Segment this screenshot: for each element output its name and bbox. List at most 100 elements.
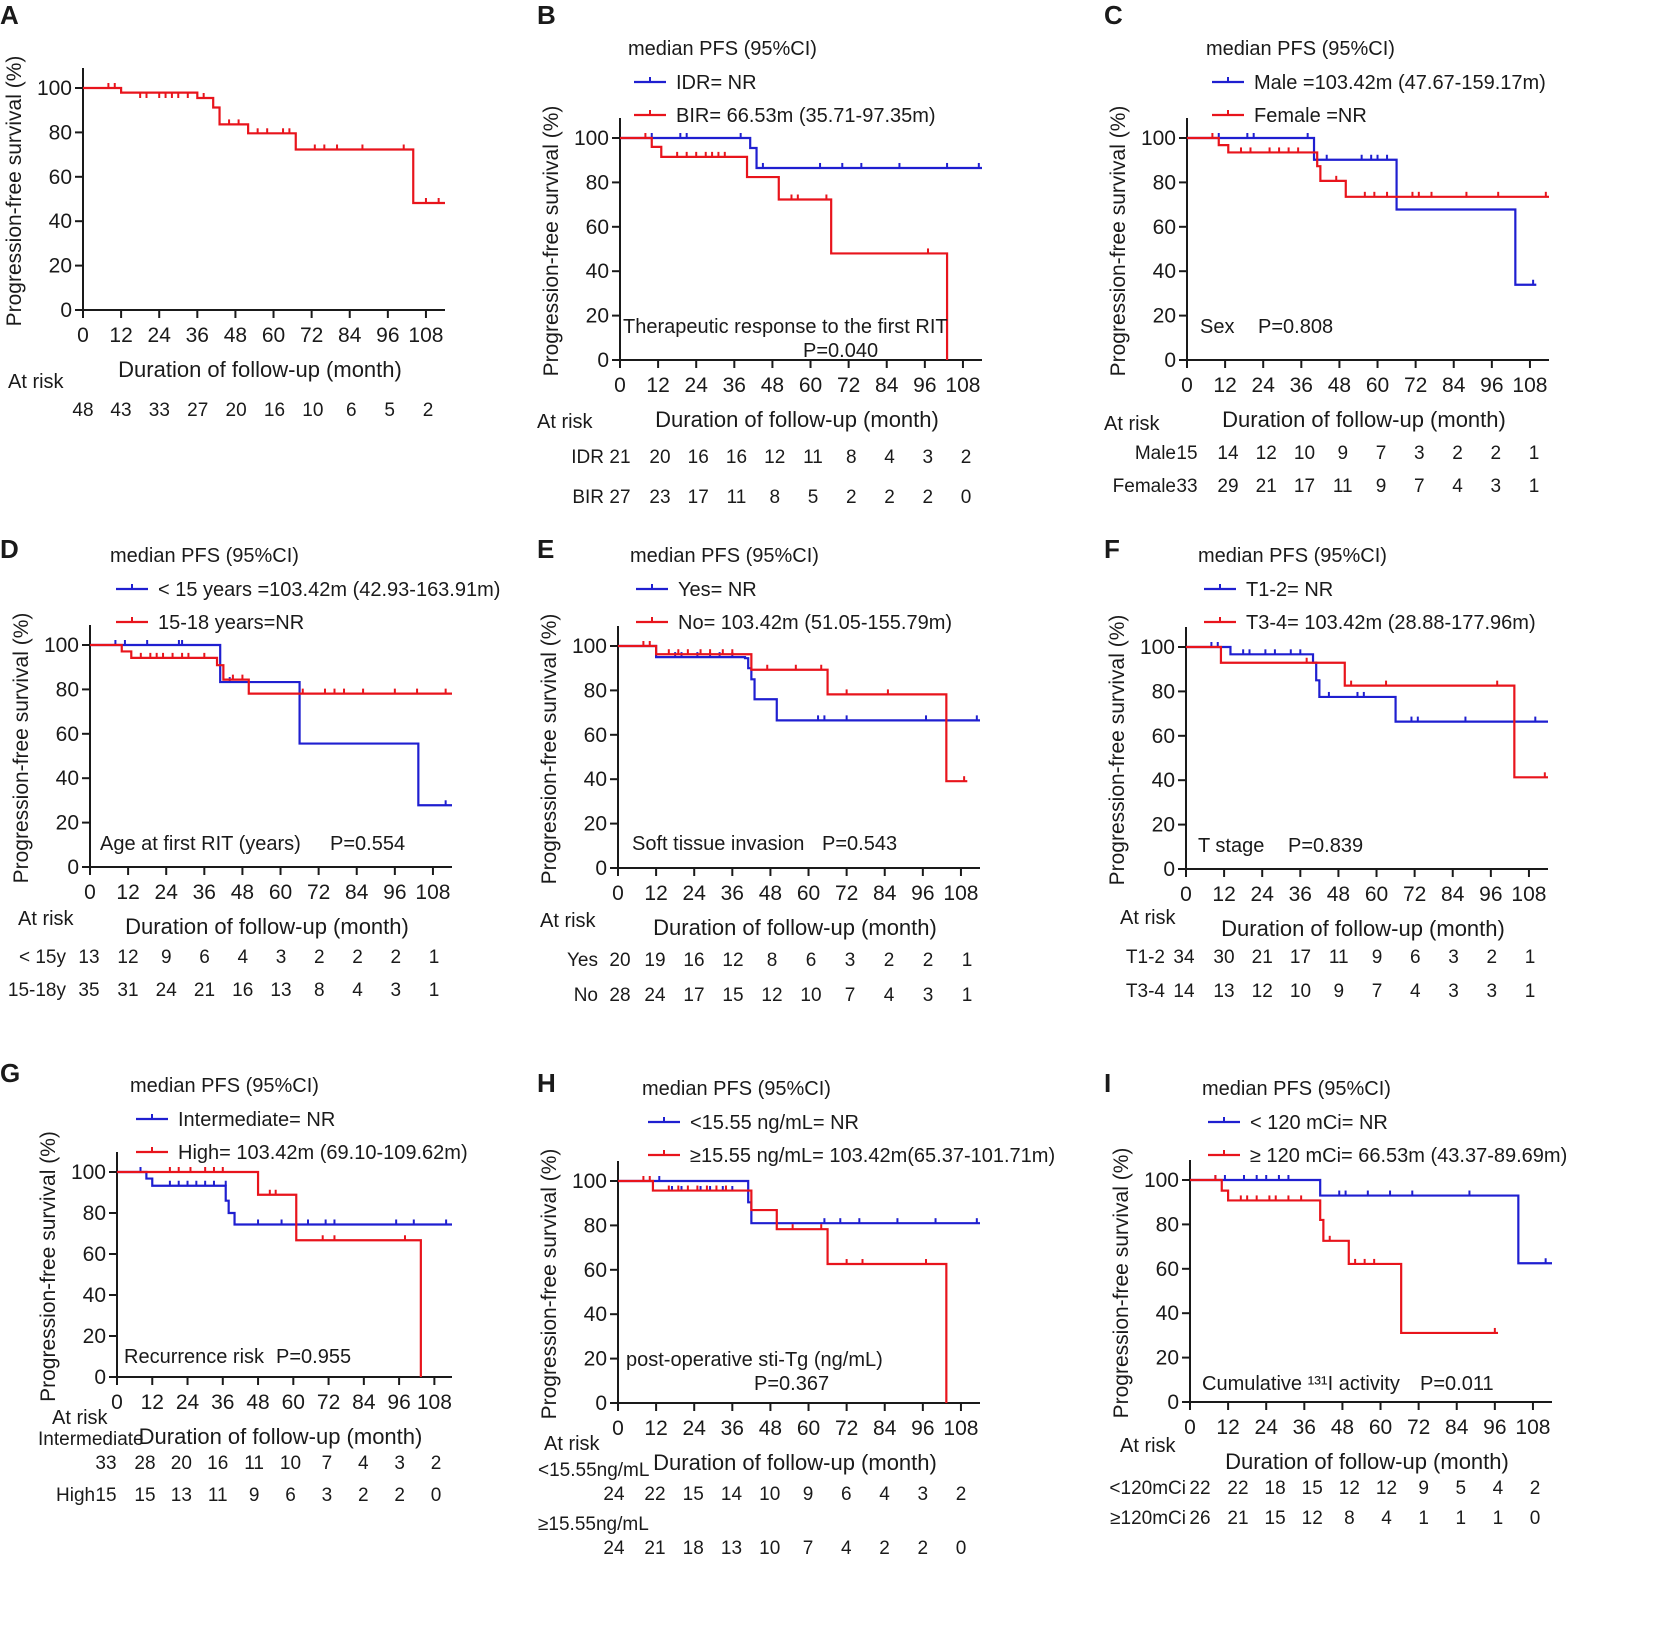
panel-letter: B (537, 0, 556, 30)
x-tick-label: 96 (1483, 1416, 1506, 1439)
at-risk-count: 33 (149, 400, 170, 421)
at-risk-count: 4 (352, 980, 363, 1001)
x-tick-label: 0 (111, 1391, 123, 1414)
at-risk-label: At risk (540, 910, 597, 932)
x-tick-label: 84 (338, 324, 362, 347)
x-tick-label: 72 (835, 882, 858, 905)
group-label: post-operative sti-Tg (ng/mL) (626, 1349, 883, 1371)
at-risk-count: 22 (1189, 1478, 1210, 1499)
at-risk-count: 13 (171, 1485, 192, 1506)
at-risk-row-label: <15.55ng/mL (538, 1460, 649, 1481)
x-tick-label: 36 (193, 881, 216, 904)
at-risk-count: 2 (1530, 1478, 1541, 1499)
at-risk-count: 21 (194, 980, 215, 1001)
legend-label: No= 103.42m (51.05-155.79m) (678, 612, 952, 634)
y-axis-title: Progression-free survival (%) (37, 1131, 60, 1402)
at-risk-count: 15 (95, 1485, 116, 1506)
at-risk-count: 17 (683, 985, 704, 1006)
x-tick-label: 24 (683, 882, 707, 905)
x-tick-label: 36 (723, 374, 746, 397)
panel-letter: H (537, 1068, 556, 1098)
at-risk-count: 0 (961, 487, 972, 508)
x-tick-label: 24 (155, 881, 179, 904)
at-risk-count: 9 (249, 1485, 260, 1506)
y-tick-label: 0 (94, 1366, 106, 1389)
y-tick-label: 20 (584, 813, 607, 836)
x-tick-label: 84 (875, 374, 899, 397)
at-risk-count: 23 (649, 487, 670, 508)
y-tick-label: 60 (56, 723, 79, 746)
x-axis-title: Duration of follow-up (month) (139, 1424, 423, 1449)
x-tick-label: 96 (1480, 374, 1503, 397)
x-tick-label: 24 (176, 1391, 200, 1414)
at-risk-count: 15 (1265, 1508, 1286, 1529)
x-tick-label: 108 (415, 881, 450, 904)
y-axis-title: Progression-free survival (%) (1107, 106, 1130, 377)
legend-title: median PFS (95%CI) (642, 1078, 831, 1100)
at-risk-count: 17 (1294, 476, 1315, 497)
at-risk-count: 12 (117, 947, 138, 968)
x-tick-label: 60 (1365, 883, 1388, 906)
x-axis-title: Duration of follow-up (month) (653, 915, 937, 940)
p-value: P=0.554 (330, 833, 405, 855)
at-risk-count: 3 (1414, 443, 1425, 464)
y-tick-label: 20 (1156, 1347, 1179, 1370)
at-risk-count: 20 (609, 950, 630, 971)
at-risk-count: 7 (1372, 981, 1383, 1002)
series-secondary (618, 641, 968, 783)
legend-label: Yes= NR (678, 579, 757, 601)
at-risk-label: At risk (1120, 1435, 1177, 1457)
y-tick-label: 60 (49, 166, 72, 189)
y-tick-label: 60 (584, 1259, 607, 1282)
at-risk-count: 16 (683, 950, 704, 971)
y-tick-label: 100 (1144, 1169, 1179, 1192)
at-risk-count: 22 (644, 1484, 665, 1505)
x-axis-title: Duration of follow-up (month) (655, 407, 939, 432)
series-secondary (1190, 1175, 1499, 1335)
x-axis-title: Duration of follow-up (month) (1221, 916, 1505, 941)
x-tick-label: 60 (1369, 1416, 1392, 1439)
at-risk-row-label: Male (1135, 443, 1176, 464)
at-risk-count: 10 (302, 400, 323, 421)
at-risk-count: 21 (609, 447, 630, 468)
x-axis-title: Duration of follow-up (month) (653, 1450, 937, 1475)
at-risk-count: 14 (721, 1484, 743, 1505)
at-risk-count: 13 (1213, 981, 1234, 1002)
x-tick-label: 12 (116, 881, 139, 904)
at-risk-count: 9 (803, 1484, 814, 1505)
at-risk-row-label: < 15y (19, 947, 67, 968)
x-tick-label: 72 (1403, 883, 1426, 906)
legend-label: IDR= NR (676, 72, 757, 94)
panel-letter: G (0, 1058, 20, 1088)
at-risk-count: 16 (207, 1453, 228, 1474)
at-risk-count: 12 (761, 985, 782, 1006)
at-risk-count: 7 (322, 1453, 333, 1474)
x-tick-label: 0 (77, 324, 89, 347)
at-risk-count: 11 (727, 487, 747, 508)
y-tick-label: 60 (1153, 216, 1176, 239)
at-risk-label: At risk (1120, 907, 1177, 929)
at-risk-count: 3 (1448, 947, 1459, 968)
survival-curve (1190, 1178, 1499, 1335)
at-risk-row-label: T3-4 (1126, 981, 1166, 1002)
at-risk-count: 18 (1265, 1478, 1286, 1499)
survival-curve (618, 1179, 980, 1225)
survival-curve (83, 86, 445, 205)
x-tick-label: 36 (1289, 883, 1312, 906)
survival-curve (1186, 645, 1548, 723)
at-risk-count: 2 (394, 1485, 405, 1506)
at-risk-count: 28 (134, 1453, 155, 1474)
at-risk-count: 3 (394, 1453, 405, 1474)
y-tick-label: 0 (1167, 1391, 1179, 1414)
at-risk-count: 20 (226, 400, 247, 421)
group-label: Age at first RIT (years) (100, 833, 301, 855)
at-risk-count: 4 (358, 1453, 369, 1474)
at-risk-count: 14 (1217, 443, 1239, 464)
at-risk-count: 4 (884, 447, 895, 468)
x-tick-label: 72 (317, 1391, 340, 1414)
group-label: Sex (1200, 316, 1234, 338)
x-tick-label: 12 (141, 1391, 164, 1414)
x-tick-label: 96 (911, 1417, 934, 1440)
